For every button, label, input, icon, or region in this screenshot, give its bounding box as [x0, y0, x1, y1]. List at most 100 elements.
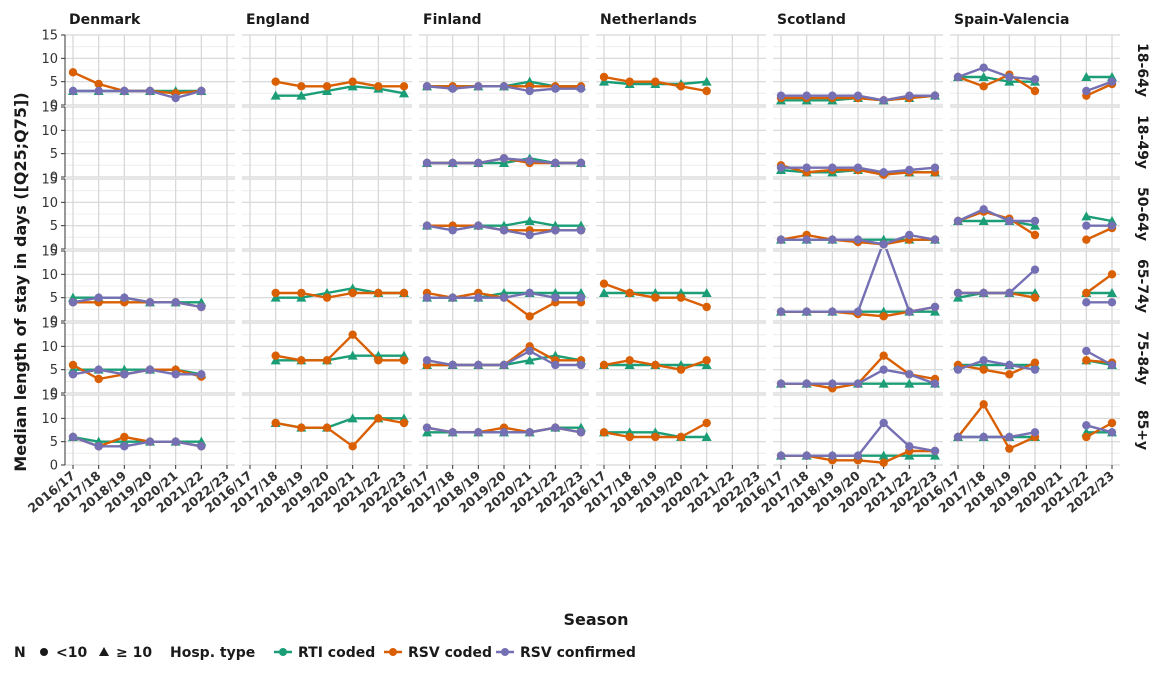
data-point [322, 82, 332, 91]
data-point [374, 82, 383, 91]
series-line [958, 431, 1036, 439]
legend-n-item: <10 [56, 645, 87, 661]
panel-data [68, 360, 207, 384]
series-line [1085, 80, 1113, 93]
data-point [197, 86, 206, 96]
y-tick-label: 15 [41, 173, 58, 188]
data-point [1107, 77, 1117, 86]
data-point [525, 346, 534, 356]
legend-circle-icon [40, 648, 48, 656]
data-point [499, 226, 509, 235]
data-point [422, 221, 432, 230]
data-point [599, 288, 609, 297]
data-point [828, 379, 837, 388]
data-point [322, 423, 332, 432]
data-point [399, 356, 409, 365]
data-point [576, 428, 586, 437]
data-point [599, 72, 609, 82]
series-line [957, 66, 1036, 81]
data-point [68, 360, 78, 370]
panel [419, 250, 589, 322]
panel-data [270, 413, 409, 451]
strip-netherlands: Netherlands [600, 12, 697, 28]
panel-data [422, 216, 586, 240]
y-tick-label: 0 [50, 315, 58, 330]
panel [242, 394, 412, 466]
data-point [551, 423, 560, 432]
data-point [68, 86, 78, 96]
data-point [930, 379, 940, 388]
data-point [1082, 356, 1091, 365]
data-point [1107, 418, 1117, 428]
data-point [374, 356, 383, 365]
data-point [120, 293, 129, 302]
data-point [1107, 221, 1117, 230]
data-point [1082, 235, 1091, 244]
panel-data [776, 230, 940, 249]
data-point [448, 428, 457, 437]
data-point [399, 288, 409, 298]
data-point [271, 351, 280, 360]
data-point [879, 168, 888, 177]
data-point [171, 93, 180, 103]
strip-18-64y: 18-64y [1134, 43, 1150, 97]
y-tick-label: 10 [41, 196, 58, 211]
panel-data [953, 63, 1117, 100]
panel [596, 34, 766, 106]
panel-data [422, 76, 586, 96]
series-line [957, 73, 1036, 93]
data-point [1107, 288, 1117, 297]
data-point [853, 451, 863, 460]
data-point [525, 312, 534, 321]
y-tick-label: 5 [50, 75, 58, 90]
panel-data [422, 342, 586, 370]
data-point [576, 226, 586, 235]
series-line [72, 368, 202, 376]
data-point [576, 360, 586, 370]
data-point [676, 365, 686, 374]
data-point [879, 458, 888, 467]
panel: 0 5 10 15 [41, 29, 235, 114]
data-point [94, 374, 103, 384]
legend-type-item: RSV confirmed [520, 645, 636, 661]
legend-dot-icon [501, 648, 509, 656]
data-point [1005, 288, 1014, 298]
data-point [828, 163, 837, 172]
panel-data [68, 432, 207, 451]
panel [242, 178, 412, 250]
panel [950, 250, 1120, 322]
panel-data [422, 422, 586, 437]
panel-data [599, 279, 712, 312]
panel-data [953, 205, 1117, 244]
legend-type-item: RSV coded [408, 645, 492, 661]
y-tick-label: 5 [50, 363, 58, 378]
data-point [1030, 358, 1040, 367]
data-point [1082, 86, 1091, 96]
data-point [145, 298, 155, 307]
data-point [1030, 265, 1040, 274]
data-point [68, 370, 78, 379]
panel-data [776, 249, 940, 321]
data-point [978, 216, 989, 225]
data-point [68, 432, 78, 442]
data-point [802, 379, 811, 388]
data-point [599, 279, 609, 288]
data-point [776, 307, 786, 316]
data-point [979, 432, 988, 442]
data-point [878, 378, 889, 388]
data-point [68, 298, 78, 307]
data-point [1030, 230, 1040, 240]
panel: 0 5 10 15 [41, 173, 235, 258]
data-point [1082, 421, 1091, 430]
data-point [905, 91, 914, 100]
data-point [930, 163, 940, 172]
strip-75-84y: 75-84y [1134, 331, 1150, 385]
legend: N <10 ≥ 10 Hosp. type RTI coded RSV coded RSV … [14, 645, 636, 661]
data-point [145, 365, 155, 374]
data-point [979, 63, 988, 72]
series-line [275, 291, 404, 299]
data-point [197, 302, 206, 312]
data-point [1030, 293, 1040, 302]
y-tick-label: 10 [41, 268, 58, 283]
legend-dot-icon [389, 648, 397, 656]
